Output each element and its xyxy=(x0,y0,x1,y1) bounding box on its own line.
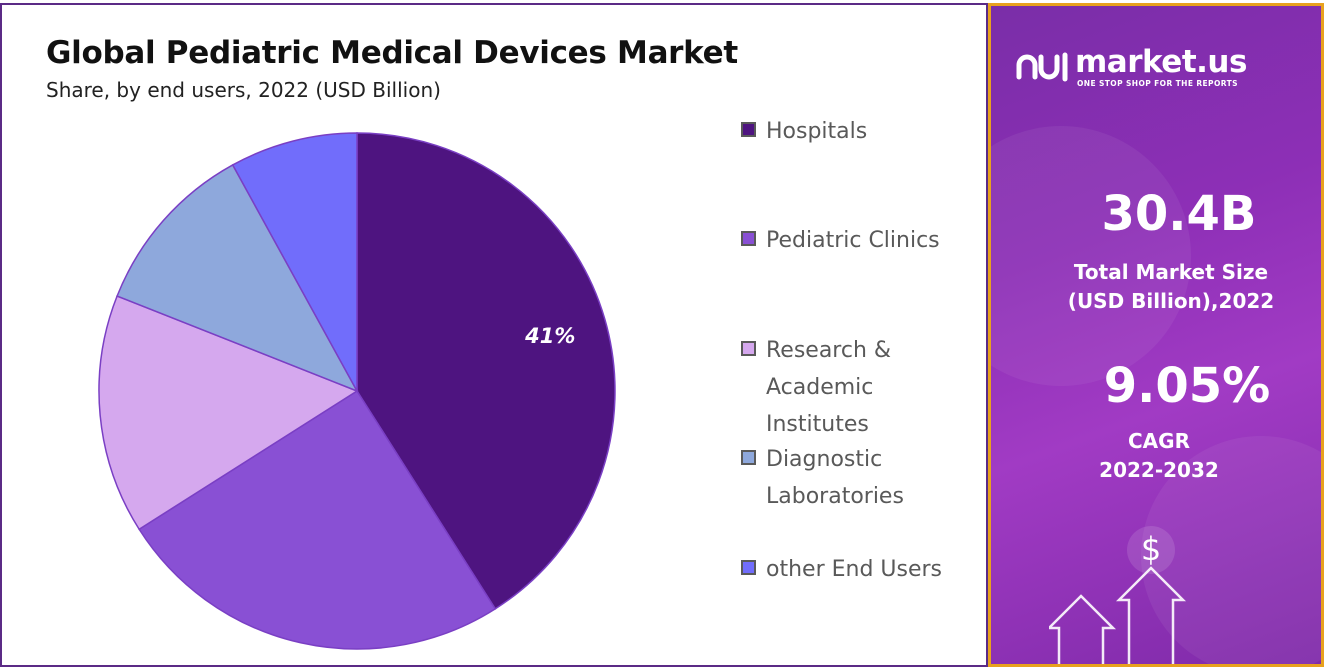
market-size-label-line2: (USD Billion),2022 xyxy=(1067,289,1275,313)
pie-slice-pediatric-clinics xyxy=(138,389,497,650)
chart-panel: Global Pediatric Medical Devices Market … xyxy=(0,3,988,667)
growth-arrows-icon xyxy=(1049,566,1187,664)
pie-slice-diagnostic-laboratories xyxy=(116,163,359,393)
legend-swatch-diagnostic-laboratories xyxy=(741,450,756,465)
market-size-label-line1: Total Market Size xyxy=(1073,260,1269,284)
cagr-value: 9.05% xyxy=(1103,358,1271,414)
legend-swatch-pediatric-clinics xyxy=(741,231,756,246)
legend-label-other-end-users: other End Users xyxy=(766,557,943,582)
dollar-icon: $ xyxy=(1127,526,1175,574)
legend-item-other-end-users: other End Users xyxy=(741,551,971,588)
brand-logo: market.us ONE STOP SHOP FOR THE REPORTS xyxy=(1015,46,1247,88)
brand-text: market.us ONE STOP SHOP FOR THE REPORTS xyxy=(1075,46,1247,88)
chart-subtitle: Share, by end users, 2022 (USD Billion) xyxy=(46,78,441,102)
pie-slice-hospitals xyxy=(356,132,616,610)
legend-swatch-research-academic xyxy=(741,341,756,356)
chart-title: Global Pediatric Medical Devices Market xyxy=(46,35,738,71)
pie-slice-research-academic-institutes xyxy=(98,295,359,531)
pie-data-label: 41% xyxy=(524,324,575,348)
legend-swatch-hospitals xyxy=(741,122,756,137)
legend-label-pediatric-clinics: Pediatric Clinics xyxy=(766,228,940,253)
market-us-logo-icon xyxy=(1016,52,1068,82)
pie-slice-other-end-users xyxy=(231,132,358,392)
cagr-label-line2: 2022-2032 xyxy=(1099,458,1219,482)
summary-panel: market.us ONE STOP SHOP FOR THE REPORTS … xyxy=(988,3,1324,667)
legend-item-diagnostic-laboratories: Diagnostic Laboratories xyxy=(741,441,936,515)
market-size-value: 30.4B xyxy=(1101,186,1257,242)
legend-item-research-academic: Research & Academic Institutes xyxy=(741,332,916,443)
legend-item-hospitals: Hospitals xyxy=(741,113,971,150)
legend-swatch-other-end-users xyxy=(741,560,756,575)
pie-chart: 41% xyxy=(98,132,616,650)
legend-label-hospitals: Hospitals xyxy=(766,119,868,144)
legend-label-diagnostic-laboratories: Diagnostic Laboratories xyxy=(766,447,904,509)
legend-item-pediatric-clinics: Pediatric Clinics xyxy=(741,222,971,259)
cagr-label-line1: CAGR xyxy=(1128,429,1190,453)
brand-name: market.us xyxy=(1075,44,1247,80)
brand-tagline: ONE STOP SHOP FOR THE REPORTS xyxy=(1077,79,1238,88)
decorative-circle xyxy=(991,126,1191,386)
legend-label-research-academic: Research & Academic Institutes xyxy=(766,338,892,437)
